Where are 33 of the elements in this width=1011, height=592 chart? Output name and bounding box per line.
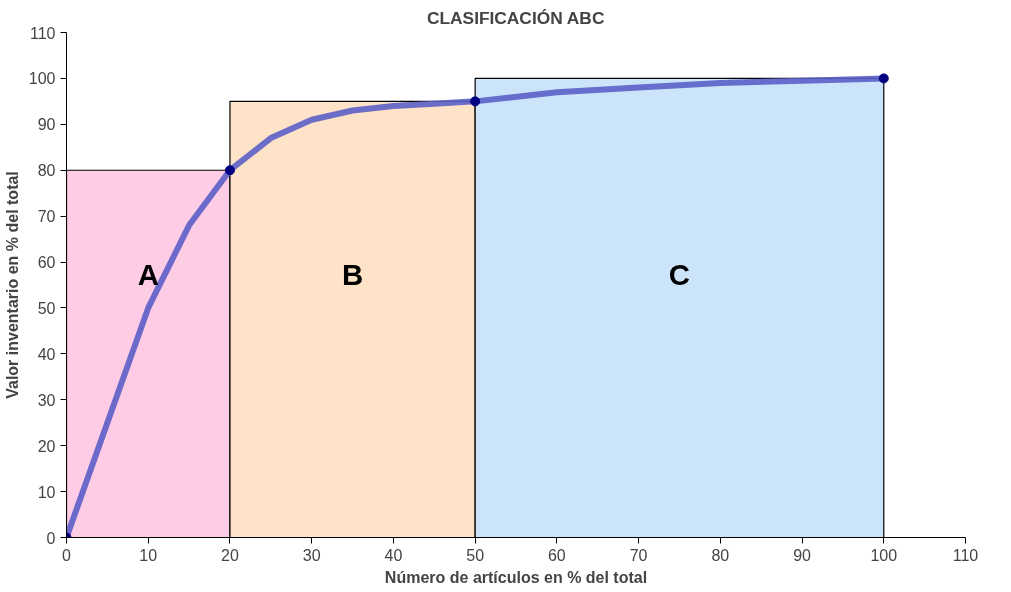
y-tick-label: 50 (37, 299, 56, 317)
annotation: B (341, 258, 364, 292)
x-tick-label: 80 (711, 546, 730, 564)
x-tick-label: 90 (793, 546, 812, 564)
annotation: C (668, 258, 691, 292)
x-tick-label: 110 (952, 546, 979, 564)
y-tick-label: 40 (37, 345, 56, 363)
x-tick-label: 10 (139, 546, 158, 564)
annotation: A (137, 258, 159, 292)
x-tick-label: 20 (221, 546, 239, 564)
y-tick-label: 30 (37, 391, 56, 409)
x-tick-label: 40 (384, 546, 403, 564)
y-tick-label: 60 (37, 254, 56, 272)
y-tick-label: 20 (37, 437, 56, 455)
y-tick-label: 10 (37, 483, 56, 501)
x-axis-title: Número de artículos en % del total (384, 568, 648, 586)
y-tick-label: 80 (37, 162, 56, 180)
y-tick-label: 100 (28, 70, 56, 88)
y-tick-label: 90 (37, 116, 56, 134)
x-tick-label: 70 (629, 546, 648, 564)
point (224, 165, 235, 176)
x-tick-label: 100 (870, 546, 898, 564)
x-tick-label: 30 (302, 546, 321, 564)
y-tick-label: 0 (46, 529, 56, 547)
chart-title: CLASIFICACIÓN ABC (426, 7, 605, 28)
x-tick-label: 0 (62, 546, 72, 564)
point (878, 73, 889, 84)
x-tick-label: 50 (466, 546, 485, 564)
y-tick-label: 110 (29, 24, 56, 42)
point (470, 96, 481, 107)
y-tick-label: 70 (37, 208, 56, 226)
x-tick-label: 60 (547, 546, 566, 564)
y-axis-title: Valor inventario en % del total (3, 171, 21, 399)
